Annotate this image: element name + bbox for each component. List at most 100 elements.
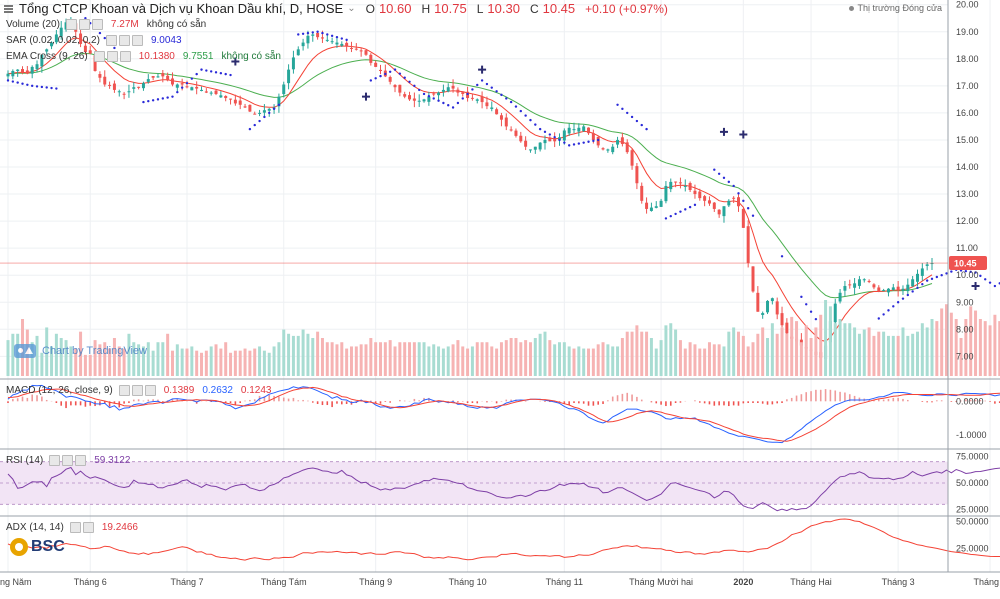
- ema-cross-marker: [478, 65, 487, 74]
- adx-tick-label: 50.0000: [956, 516, 989, 526]
- settings-icon[interactable]: [118, 35, 130, 46]
- candle-body: [35, 64, 39, 70]
- rsi-pane[interactable]: [0, 461, 1000, 512]
- volume-bar: [490, 346, 494, 376]
- legend-rsi[interactable]: RSI (14) 59.3122: [6, 455, 130, 466]
- time-tick-label: Tháng 10: [449, 577, 487, 587]
- volume-bar: [785, 333, 789, 376]
- candle-body: [408, 95, 412, 100]
- sar-dot: [200, 68, 203, 71]
- candle-body: [630, 150, 634, 166]
- settings-icon[interactable]: [82, 522, 94, 533]
- volume-bar: [485, 342, 489, 376]
- candle-body: [30, 66, 34, 74]
- volume-bar: [572, 348, 576, 376]
- legend-volume-note: không có sẵn: [146, 19, 207, 30]
- volume-bar: [954, 319, 958, 376]
- volume-bar: [54, 333, 58, 376]
- eye-icon[interactable]: [105, 35, 117, 46]
- candle-body: [40, 54, 44, 67]
- candle-body: [833, 303, 837, 323]
- sar-dot: [485, 82, 489, 86]
- volume-bar: [659, 340, 663, 376]
- candle-body: [470, 97, 474, 99]
- close-icon[interactable]: [91, 19, 103, 30]
- price-pane[interactable]: [0, 17, 1000, 365]
- legend-sar[interactable]: SAR (0.02, 0.02, 0.2) 9.0043: [6, 35, 182, 46]
- volume-bar: [6, 340, 10, 376]
- candle-body: [180, 83, 184, 85]
- macd-pane[interactable]: [7, 0, 1000, 444]
- settings-icon[interactable]: [131, 385, 143, 396]
- time-tick-label: Tháng 6: [74, 577, 107, 587]
- volume-bar: [674, 329, 678, 376]
- candle-body: [185, 86, 189, 88]
- sar-dot: [306, 31, 310, 35]
- volume-bar: [185, 348, 189, 376]
- legend-volume[interactable]: Volume (20) 7.27M không có sẵn: [6, 19, 206, 30]
- menu-icon[interactable]: [4, 4, 13, 13]
- volume-bar: [872, 335, 876, 376]
- legend-macd-controls[interactable]: [118, 385, 156, 396]
- close-icon[interactable]: [144, 385, 156, 396]
- adx-pane[interactable]: [7, 518, 1000, 561]
- volume-bar: [732, 327, 736, 376]
- eye-icon[interactable]: [93, 51, 105, 62]
- sar-dot: [330, 34, 334, 38]
- legend-volume-controls[interactable]: [65, 19, 103, 30]
- candle-body: [195, 86, 199, 89]
- volume-bar: [412, 342, 416, 376]
- sar-dot: [258, 119, 261, 123]
- legend-adx-controls[interactable]: [69, 522, 94, 533]
- settings-icon[interactable]: [78, 19, 90, 30]
- chevron-down-icon[interactable]: ⌄: [347, 3, 356, 14]
- legend-volume-value: 7.27M: [110, 19, 139, 30]
- candle-body: [209, 92, 213, 94]
- volume-bar: [262, 350, 266, 376]
- candle-body: [611, 146, 615, 153]
- legend-sar-controls[interactable]: [105, 35, 143, 46]
- candle-body: [277, 96, 281, 107]
- candle-body: [98, 74, 102, 78]
- candle-body: [645, 202, 649, 209]
- sar-dot: [26, 83, 29, 86]
- sar-dot: [45, 86, 48, 89]
- ema-cross-marker: [231, 57, 240, 66]
- candle-body: [59, 27, 63, 37]
- sar-dot: [408, 80, 411, 83]
- volume-bar: [151, 350, 155, 376]
- eye-icon[interactable]: [65, 19, 77, 30]
- volume-bar: [649, 338, 653, 376]
- legend-adx[interactable]: ADX (14, 14) 19.2466: [6, 522, 138, 533]
- volume-bar: [678, 340, 682, 376]
- sar-dot: [340, 37, 344, 40]
- volume-bar: [349, 346, 353, 376]
- eye-icon[interactable]: [49, 455, 61, 466]
- legend-macd[interactable]: MACD (12, 26, close, 9) 0.1389 0.2632 0.…: [6, 385, 272, 396]
- volume-bar: [137, 344, 141, 376]
- candle-body: [325, 39, 329, 41]
- candle-body: [616, 139, 620, 145]
- close-icon[interactable]: [75, 455, 87, 466]
- eye-icon[interactable]: [118, 385, 130, 396]
- legend-rsi-controls[interactable]: [49, 455, 87, 466]
- volume-bar: [359, 344, 363, 376]
- sar-dot: [55, 87, 58, 90]
- tradingview-watermark[interactable]: Chart by TradingView: [14, 344, 147, 358]
- volume-bar: [103, 342, 107, 376]
- close-icon[interactable]: [131, 35, 143, 46]
- sar-dot: [166, 96, 169, 99]
- volume-bar: [949, 312, 953, 376]
- volume-bar: [998, 321, 1000, 376]
- sar-dot: [229, 73, 232, 77]
- legend-ema-controls[interactable]: [93, 51, 131, 62]
- volume-bar: [577, 346, 581, 376]
- close-icon[interactable]: [119, 51, 131, 62]
- legend-ema[interactable]: EMA Cross (9, 26) 10.1380 9.7551 không c…: [6, 51, 281, 62]
- eye-icon[interactable]: [69, 522, 81, 533]
- settings-icon[interactable]: [106, 51, 118, 62]
- settings-icon[interactable]: [62, 455, 74, 466]
- ema-cross-marker: [739, 130, 748, 139]
